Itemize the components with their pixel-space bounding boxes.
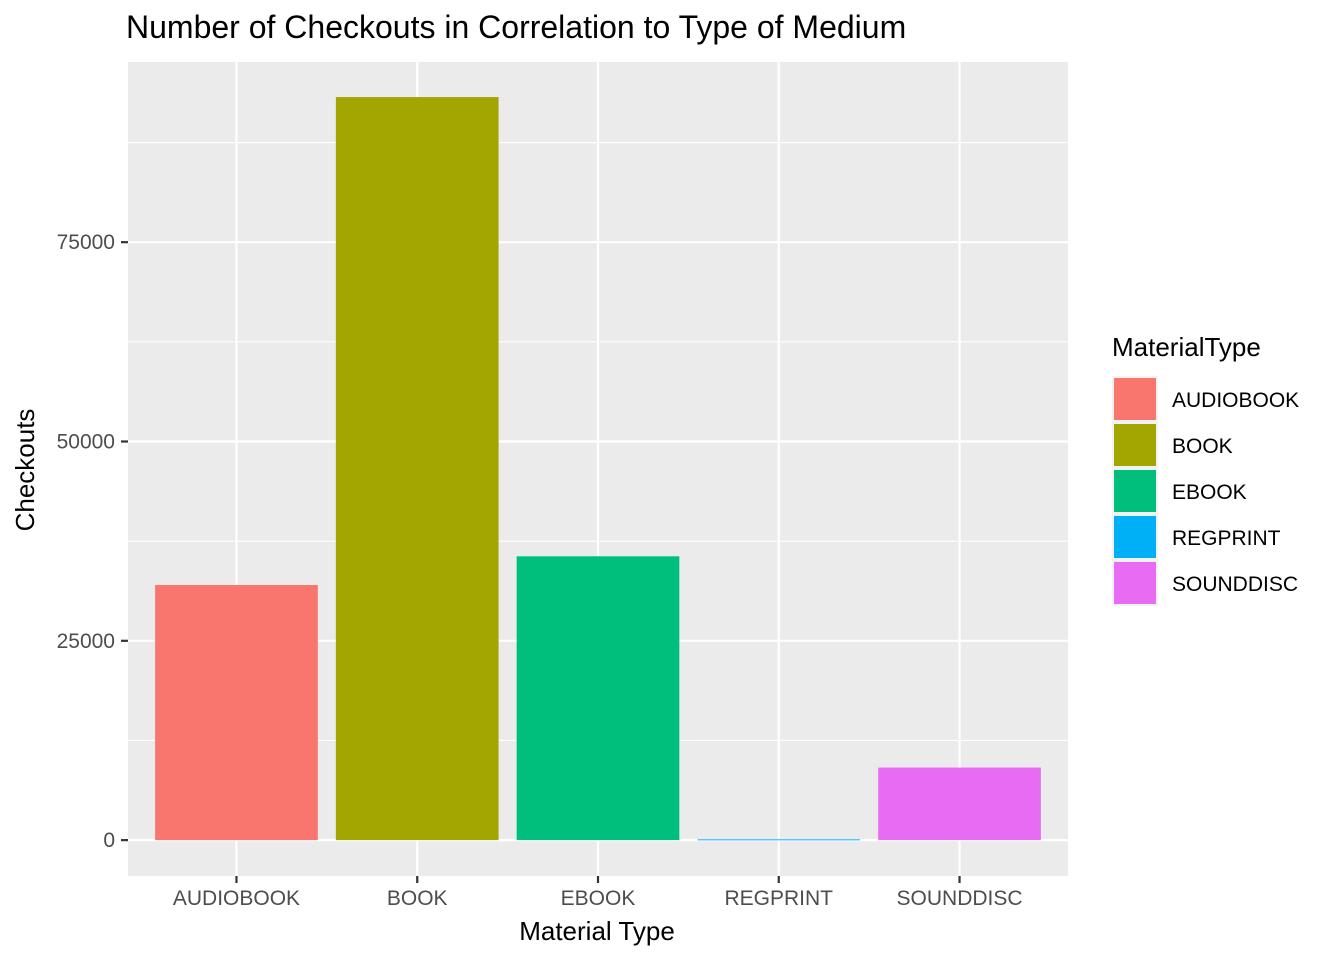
legend-label-book: BOOK: [1172, 435, 1233, 458]
bar-ebook: [516, 556, 680, 841]
x-tick-label: REGPRINT: [725, 887, 834, 910]
y-tick-label: 75000: [57, 231, 115, 254]
x-axis-title: Material Type: [519, 916, 675, 946]
legend: MaterialType AUDIOBOOK BOOK EBOOK REGPRINT S…: [1112, 332, 1299, 606]
x-tick-label: BOOK: [387, 887, 448, 910]
y-tick-label: 25000: [57, 630, 115, 653]
legend-title: MaterialType: [1112, 332, 1261, 362]
legend-label-regprint: REGPRINT: [1172, 527, 1281, 550]
bar-regprint: [697, 839, 861, 841]
y-axis: 0 25000 50000 75000: [57, 231, 128, 852]
legend-swatch-book: [1114, 424, 1156, 466]
chart-title: Number of Checkouts in Correlation to Ty…: [126, 9, 906, 45]
legend-swatch-sounddisc: [1114, 562, 1156, 604]
bar-book: [335, 97, 499, 841]
legend-swatch-audiobook: [1114, 378, 1156, 420]
legend-label-sounddisc: SOUNDDISC: [1172, 573, 1298, 596]
legend-swatch-regprint: [1114, 516, 1156, 558]
bar-sounddisc: [878, 767, 1041, 841]
y-tick-label: 50000: [57, 430, 115, 453]
x-axis: AUDIOBOOK BOOK EBOOK REGPRINT SOUNDDISC: [173, 876, 1023, 910]
y-axis-title: Checkouts: [10, 409, 40, 532]
bar-audiobook: [155, 585, 318, 841]
legend-swatch-ebook: [1114, 470, 1156, 512]
x-tick-label: EBOOK: [561, 887, 636, 910]
legend-label-ebook: EBOOK: [1172, 481, 1247, 504]
legend-label-audiobook: AUDIOBOOK: [1172, 389, 1299, 412]
bars: [155, 97, 1041, 841]
x-tick-label: SOUNDDISC: [897, 887, 1023, 910]
x-tick-label: AUDIOBOOK: [173, 887, 300, 910]
y-tick-label: 0: [103, 829, 115, 852]
